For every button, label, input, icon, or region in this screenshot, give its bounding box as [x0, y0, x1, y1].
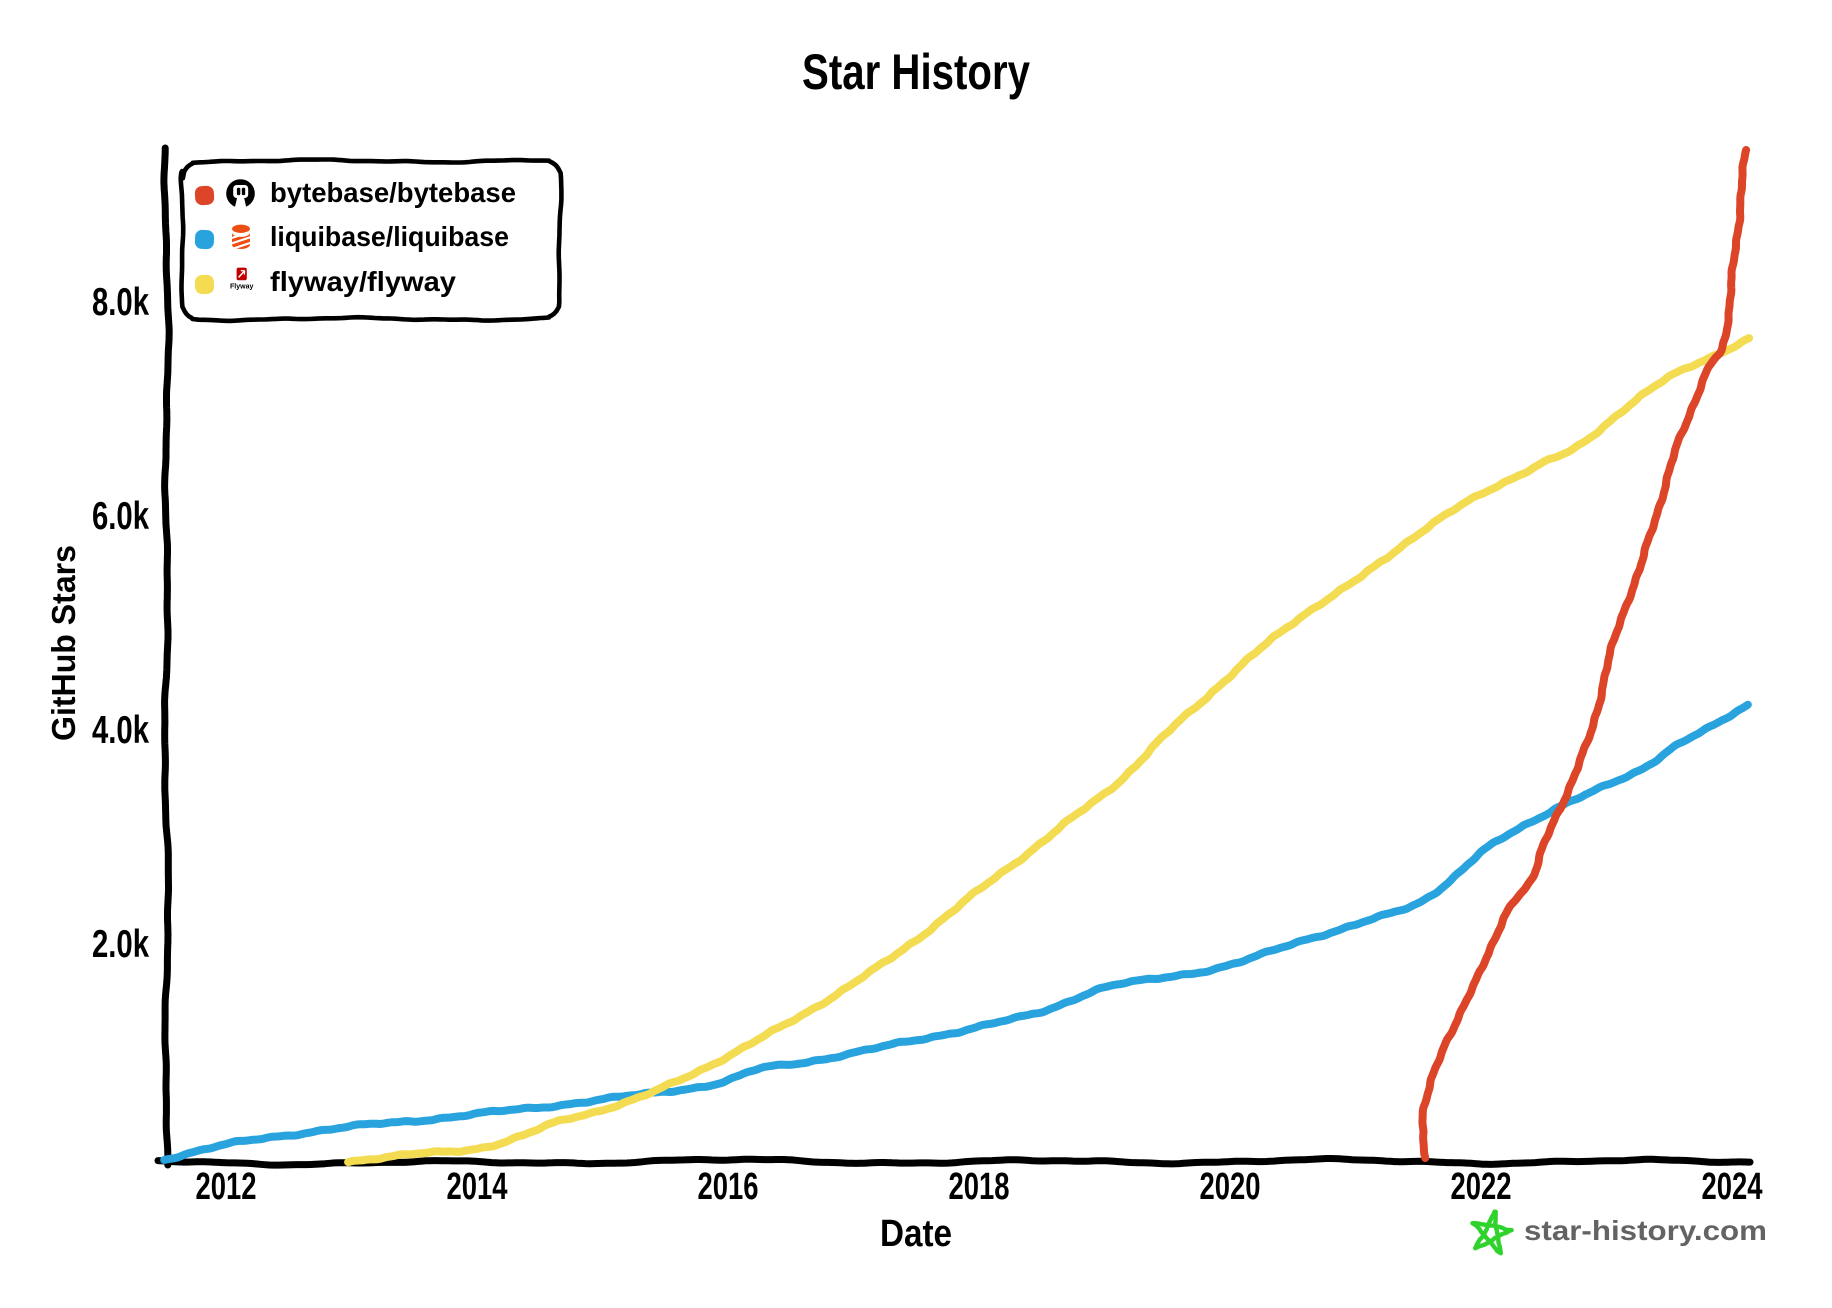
svg-text:bytebase/bytebase: bytebase/bytebase: [270, 177, 516, 208]
svg-text:star-history.com: star-history.com: [1524, 1215, 1767, 1246]
svg-text:Date: Date: [880, 1213, 952, 1255]
svg-text:6.0k: 6.0k: [92, 495, 149, 538]
svg-text:2024: 2024: [1702, 1166, 1763, 1208]
svg-text:liquibase/liquibase: liquibase/liquibase: [270, 221, 509, 252]
svg-text:2012: 2012: [196, 1166, 257, 1208]
svg-text:Flyway: Flyway: [230, 284, 253, 291]
svg-text:2018: 2018: [949, 1166, 1010, 1208]
svg-text:2014: 2014: [447, 1166, 508, 1208]
svg-text:GitHub Stars: GitHub Stars: [45, 545, 82, 741]
svg-text:Star History: Star History: [802, 44, 1030, 100]
svg-text:8.0k: 8.0k: [92, 281, 149, 324]
svg-text:4.0k: 4.0k: [92, 709, 149, 752]
svg-text:2016: 2016: [698, 1166, 759, 1208]
svg-text:flyway/flyway: flyway/flyway: [270, 266, 456, 297]
svg-text:2022: 2022: [1451, 1166, 1512, 1208]
svg-text:2.0k: 2.0k: [92, 923, 149, 966]
svg-text:2020: 2020: [1200, 1166, 1261, 1208]
